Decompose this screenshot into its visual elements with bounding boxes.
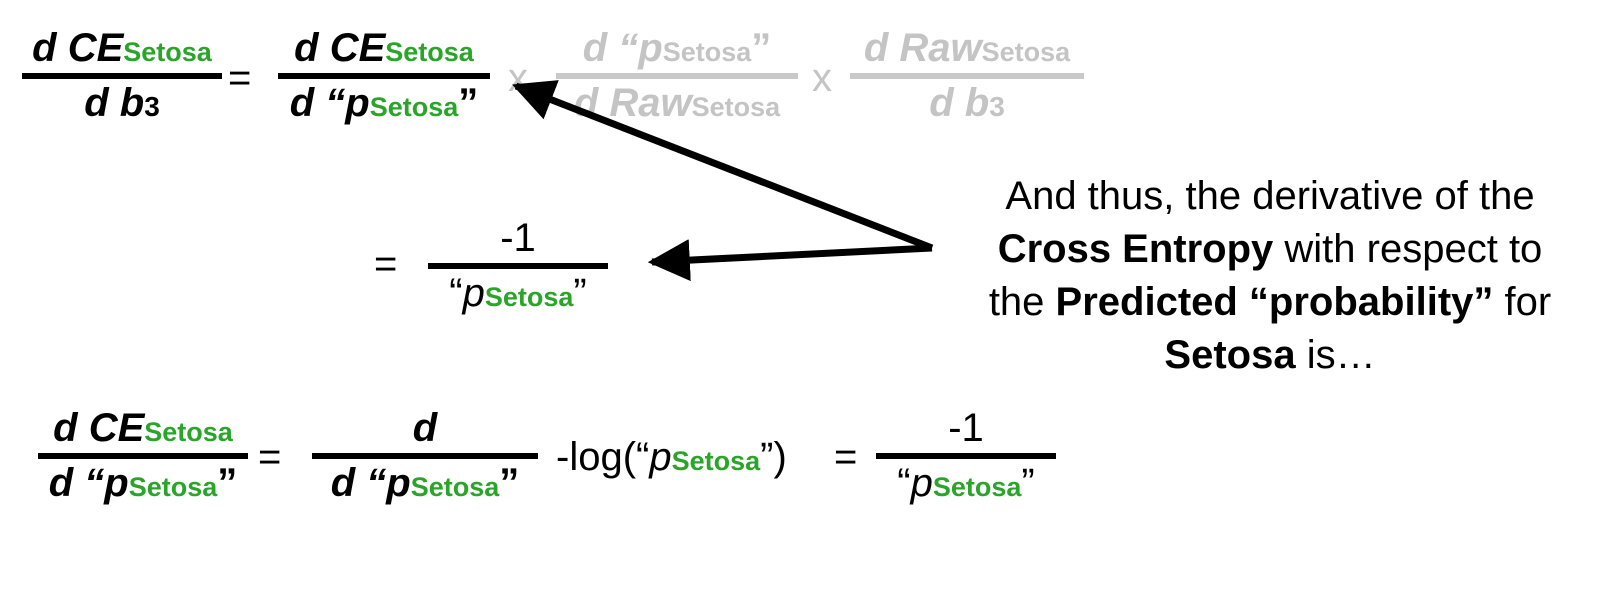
term1-denominator-subscript: Setosa <box>369 92 459 122</box>
explanation-line-4: Setosa is… <box>940 329 1600 382</box>
term3-fraction-bar <box>850 73 1084 79</box>
explanation-line-2-rest: with respect to <box>1273 227 1543 271</box>
lhs-numerator: d CE <box>32 26 124 70</box>
middle-den-p: p <box>462 271 485 315</box>
bottom-result-numerator: -1 <box>948 406 984 450</box>
middle-result-numerator: -1 <box>500 216 536 260</box>
explanation-line-4-rest: is… <box>1295 333 1376 377</box>
lhs-denominator: d b <box>84 81 145 125</box>
term2-num-prefix: d “ <box>582 26 639 70</box>
bottom-res-den-p: p <box>910 461 933 505</box>
middle-result-bar <box>428 263 608 269</box>
middle-den-prefix: “ <box>449 271 463 315</box>
explanation-line-2: Cross Entropy with respect to <box>940 223 1600 276</box>
term1-numerator-subscript: Setosa <box>385 37 474 67</box>
bottom-lhs-fraction: d CESetosa d “pSetosa” <box>38 408 248 503</box>
explanation-line-3: the Predicted “probability” for <box>940 276 1600 329</box>
lhs-denominator-subscript: 3 <box>144 91 160 122</box>
term3-numerator: d Raw <box>863 26 982 70</box>
predicted-probability-bold: Predicted “probability” <box>1055 280 1494 324</box>
term1-fraction-bar <box>278 73 490 79</box>
bottom-lhs-numerator-subscript: Setosa <box>144 417 233 447</box>
term2-fraction-bar <box>556 73 798 79</box>
bottom-result-fraction: -1 “pSetosa” <box>876 408 1056 503</box>
term1-den-suffix: ” <box>458 81 479 125</box>
lhs-numerator-subscript: Setosa <box>123 37 212 67</box>
bottom-lhs-numerator: d CE <box>53 406 145 450</box>
log-suffix: ”) <box>760 435 787 479</box>
explanation-text: And thus, the derivative of the Cross En… <box>940 170 1600 382</box>
term3-numerator-subscript: Setosa <box>981 37 1071 67</box>
lhs-fraction: d CESetosa d b3 <box>22 28 222 123</box>
bottom-lhs-denominator-subscript: Setosa <box>128 472 218 502</box>
term2-num-suffix: ” <box>751 26 772 70</box>
times-1: x <box>508 56 528 100</box>
middle-den-suffix: ” <box>573 271 587 315</box>
log-subscript: Setosa <box>671 446 761 476</box>
top-equals: = <box>228 56 252 100</box>
bottom-lhs-den-prefix: d “ <box>48 461 105 505</box>
neg-log-expression: -log(“pSetosa”) <box>556 437 787 477</box>
bottom-result-bar <box>876 453 1056 459</box>
term2-fraction: d “pSetosa” d RawSetosa <box>556 28 798 123</box>
log-p: p <box>649 435 672 479</box>
explanation-line-3-start: the <box>988 280 1056 324</box>
times-2: x <box>812 56 832 100</box>
term1-numerator: d CE <box>294 26 386 70</box>
bottom-derivative-subscript: Setosa <box>410 472 500 502</box>
bottom-lhs-den-suffix: ” <box>217 461 238 505</box>
bottom-result-subscript: Setosa <box>932 472 1022 502</box>
middle-equals: = <box>374 242 398 286</box>
bottom-mid-den-prefix: d “ <box>330 461 387 505</box>
term2-denominator-subscript: Setosa <box>691 92 781 122</box>
term2-numerator-subscript: Setosa <box>662 37 752 67</box>
bottom-mid-den-p: p <box>386 461 411 505</box>
bottom-res-den-suffix: ” <box>1021 461 1035 505</box>
term2-num-p: p <box>638 26 663 70</box>
log-prefix: -log(“ <box>556 435 650 479</box>
bottom-equals-1: = <box>258 435 282 479</box>
middle-result-subscript: Setosa <box>484 282 574 312</box>
bottom-lhs-bar <box>38 453 248 459</box>
bottom-derivative-fraction: d d “pSetosa” <box>312 408 538 503</box>
bottom-res-den-prefix: “ <box>897 461 911 505</box>
bottom-mid-den-suffix: ” <box>499 461 520 505</box>
term3-denominator-subscript: 3 <box>989 91 1005 122</box>
term3-denominator: d b <box>929 81 990 125</box>
explanation-line-3-end: for <box>1493 280 1552 324</box>
middle-result-fraction: -1 “pSetosa” <box>428 218 608 313</box>
term2-denominator: d Raw <box>573 81 692 125</box>
lhs-fraction-bar <box>22 73 222 79</box>
term1-fraction: d CESetosa d “pSetosa” <box>278 28 490 123</box>
explanation-line-1: And thus, the derivative of the <box>1005 174 1535 218</box>
arrow-to-middle-result <box>647 239 933 282</box>
term3-fraction: d RawSetosa d b3 <box>850 28 1084 123</box>
bottom-derivative-bar <box>312 453 538 459</box>
setosa-bold: Setosa <box>1164 333 1296 377</box>
bottom-equals-2: = <box>834 435 858 479</box>
bottom-derivative-numerator: d <box>412 406 438 450</box>
bottom-lhs-den-p: p <box>104 461 129 505</box>
term1-den-p: p <box>345 81 370 125</box>
term1-den-prefix: d “ <box>289 81 346 125</box>
cross-entropy-bold: Cross Entropy <box>997 227 1274 271</box>
